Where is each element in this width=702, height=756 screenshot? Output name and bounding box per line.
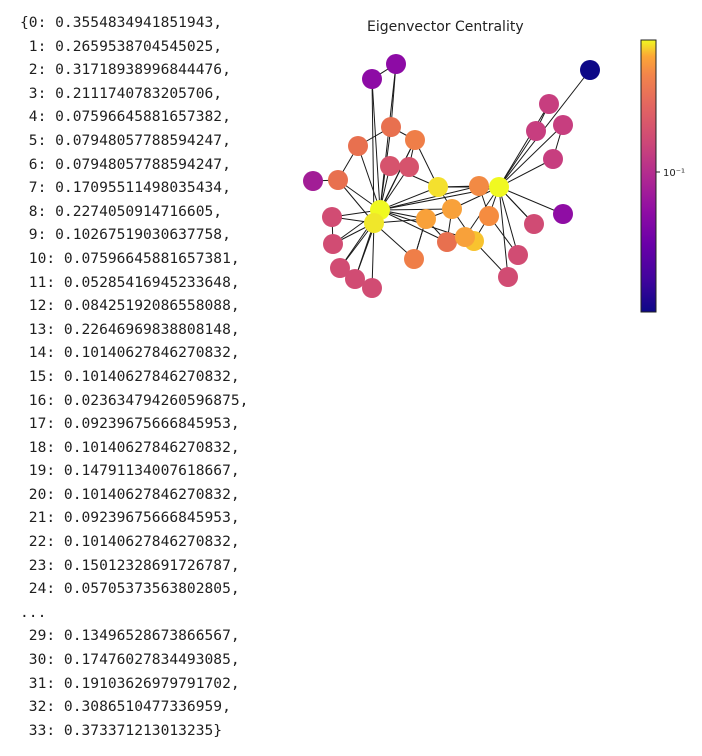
- graph-edge: [379, 186, 439, 211]
- graph-edge: [498, 186, 564, 215]
- graph-node: [328, 170, 348, 190]
- graph-node: [323, 234, 343, 254]
- colorbar-gradient: [640, 39, 657, 313]
- graph-node: [404, 249, 424, 269]
- output-line: ...: [20, 603, 47, 621]
- graph-edge: [498, 158, 554, 188]
- graph-edge: [379, 63, 397, 211]
- graph-node: [526, 121, 546, 141]
- output-line: 14: 0.10140627846270832,: [20, 344, 240, 362]
- output-line: 10: 0.07596645881657381,: [20, 249, 240, 267]
- output-line: 2: 0.31718938996844476,: [20, 61, 231, 79]
- graph-edge: [498, 103, 550, 188]
- graph-node: [553, 115, 573, 135]
- output-line: 1: 0.2659538704545025,: [20, 37, 223, 55]
- output-line: 18: 0.10140627846270832,: [20, 438, 240, 456]
- graph-node: [364, 213, 384, 233]
- graph-node: [580, 60, 600, 80]
- output-line: 30: 0.17476027834493085,: [20, 651, 240, 669]
- graph-node: [381, 117, 401, 137]
- graph-edge: [498, 130, 537, 188]
- graph-edge: [379, 185, 480, 211]
- graph-node: [479, 206, 499, 226]
- graph-node: [428, 177, 448, 197]
- graph-node: [380, 156, 400, 176]
- output-line: 20: 0.10140627846270832,: [20, 485, 240, 503]
- graph-node: [469, 176, 489, 196]
- output-line: 19: 0.14791134007618667,: [20, 462, 240, 480]
- graph-edge: [498, 186, 519, 256]
- output-line: 6: 0.07948057788594247,: [20, 155, 231, 173]
- eigenvector-centrality-output: {0: 0.3554834941851943, 1: 0.26595387045…: [20, 11, 248, 742]
- output-line: 5: 0.07948057788594247,: [20, 131, 231, 149]
- graph-node: [345, 269, 365, 289]
- graph-edge: [371, 78, 381, 211]
- graph-edge: [390, 63, 397, 128]
- output-line: 22: 0.10140627846270832,: [20, 533, 240, 551]
- graph-edge: [379, 208, 453, 211]
- graph-node: [498, 267, 518, 287]
- graph-node: [405, 130, 425, 150]
- graph-node: [553, 204, 573, 224]
- graph-node: [330, 258, 350, 278]
- graph-node: [442, 199, 462, 219]
- graph-node: [386, 54, 406, 74]
- graph-node: [362, 278, 382, 298]
- graph-node: [455, 227, 475, 247]
- graph-node: [303, 171, 323, 191]
- graph-node: [348, 136, 368, 156]
- graph-node: [524, 214, 544, 234]
- output-line: 12: 0.08425192086558088,: [20, 297, 240, 315]
- graph-node: [508, 245, 528, 265]
- graph-edge: [379, 209, 448, 243]
- output-line: 32: 0.3086510477336959,: [20, 698, 231, 716]
- output-line: 23: 0.15012328691726787,: [20, 556, 240, 574]
- output-line: 29: 0.13496528673866567,: [20, 627, 240, 645]
- output-line: 15: 0.10140627846270832,: [20, 367, 240, 385]
- graph-node: [489, 177, 509, 197]
- output-line: 4: 0.07596645881657382,: [20, 108, 231, 126]
- output-line: 17: 0.09239675666845953,: [20, 415, 240, 433]
- colorbar: 10⁻¹: [640, 39, 685, 313]
- graph-node: [543, 149, 563, 169]
- output-line: 7: 0.17095511498035434,: [20, 179, 231, 197]
- output-line: 24: 0.05705373563802805,: [20, 580, 240, 598]
- output-line: 13: 0.22646969838808148,: [20, 320, 240, 338]
- graph-edge: [498, 124, 564, 188]
- graph-nodes: [303, 54, 600, 298]
- graph-node: [399, 157, 419, 177]
- graph-node: [322, 207, 342, 227]
- graph-node: [437, 232, 457, 252]
- graph-node: [539, 94, 559, 114]
- graph-edge: [371, 78, 375, 224]
- graph-edge: [357, 145, 381, 211]
- graph-node: [362, 69, 382, 89]
- graph-node: [416, 209, 436, 229]
- output-line: 11: 0.05285416945233648,: [20, 273, 240, 291]
- output-line: 8: 0.2274050914716605,: [20, 202, 223, 220]
- output-line: 3: 0.2111740783205706,: [20, 84, 223, 102]
- output-line: 33: 0.373371213013235}: [20, 721, 223, 739]
- output-line: {0: 0.3554834941851943,: [20, 14, 223, 31]
- output-line: 21: 0.09239675666845953,: [20, 509, 240, 527]
- plot-title: Eigenvector Centrality: [367, 19, 524, 35]
- output-line: 16: 0.023634794260596875,: [20, 391, 249, 409]
- output-line: 9: 0.10267519030637758,: [20, 226, 231, 244]
- graph-edge: [371, 222, 375, 289]
- graph-edge: [498, 186, 509, 278]
- colorbar-tick-label: 10⁻¹: [663, 168, 685, 179]
- output-line: 31: 0.19103626979791702,: [20, 674, 240, 692]
